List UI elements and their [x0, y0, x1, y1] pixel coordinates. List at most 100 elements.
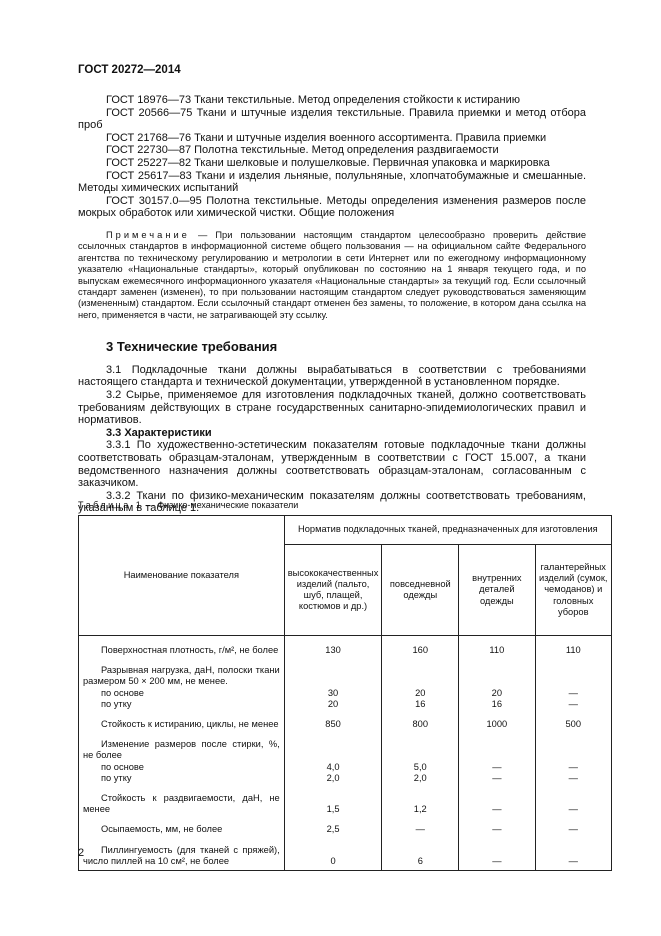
- column-headers: высококачественных изделий (пальто, шуб,…: [79, 544, 613, 636]
- cell-value: 2,0: [381, 772, 460, 785]
- cell-empty: [381, 656, 460, 688]
- cell-value: 110: [458, 635, 536, 657]
- cell-value: 800: [381, 710, 460, 731]
- table-row: Стойкость к истиранию, циклы, не менее 85…: [78, 710, 613, 731]
- cell-empty: [283, 656, 383, 688]
- cell-value: —: [458, 761, 536, 773]
- cell-value: —: [458, 784, 536, 816]
- header-title: ГОСТ 20272—2014: [78, 64, 181, 76]
- table-caption: Таблица 1 — Физико-механические показате…: [78, 500, 298, 510]
- reference: ГОСТ 25617—83 Ткани и изделия льняные, п…: [78, 169, 586, 195]
- table-row: Пиллингуемость (для тканей с пряжей), чи…: [78, 835, 613, 872]
- table-row: Стойкость к раздвигаемости, даН, не мене…: [78, 784, 613, 816]
- content: ГОСТ 18976—73 Ткани текстильные. Метод о…: [78, 94, 586, 515]
- table-subrow: по утку 2,0 2,0— —: [78, 772, 613, 785]
- cell-value: 1,2: [381, 784, 460, 816]
- cell-value: 1,5: [283, 784, 383, 816]
- table-label: Таблица 1: [78, 500, 144, 510]
- cell-empty: [458, 656, 536, 688]
- cell-value: —: [534, 835, 613, 872]
- cell-value: —: [458, 772, 536, 785]
- cell-value: —: [534, 687, 613, 699]
- cell-value: 5,0: [381, 761, 460, 773]
- cell-value: —: [458, 815, 536, 836]
- cell-value: 1000: [458, 710, 536, 731]
- references: ГОСТ 18976—73 Ткани текстильные. Метод о…: [78, 94, 586, 220]
- cell-value: —: [534, 772, 613, 785]
- cell-empty: [534, 656, 613, 688]
- reference: ГОСТ 30157.0—95 Полотна текстильные. Мет…: [78, 194, 586, 220]
- cell-value: 2,0: [283, 772, 383, 785]
- cell-value: 0: [283, 835, 383, 872]
- cell-value: 16: [458, 698, 536, 711]
- cell-value: 110: [534, 635, 613, 657]
- table-row: Изменение размеров после стирки, %, не б…: [78, 730, 613, 762]
- cell-value: —: [534, 784, 613, 816]
- paragraph: 3.1 Подкладочные ткани должны вырабатыва…: [78, 363, 586, 389]
- cell-name: Стойкость к раздвигаемости, даН, не мене…: [78, 784, 285, 816]
- cell-empty: [283, 730, 383, 762]
- table-subrow: по основе 30 20 20—: [78, 687, 613, 699]
- cell-value: 16: [381, 698, 460, 711]
- cell-name: Изменение размеров после стирки, %, не б…: [78, 730, 285, 762]
- cell-empty: [534, 730, 613, 762]
- cell-empty: [458, 730, 536, 762]
- cell-value: —: [534, 761, 613, 773]
- cell-name: Разрывная нагрузка, даН, полоски ткани р…: [78, 656, 285, 688]
- page-number: 2: [78, 847, 85, 859]
- cell-name: Стойкость к истиранию, циклы, не менее: [78, 710, 285, 731]
- cell-name: Пиллингуемость (для тканей с пряжей), чи…: [78, 835, 285, 872]
- reference: ГОСТ 20566—75 Ткани и штучные изделия те…: [78, 106, 586, 132]
- name-header: Наименование показателя: [78, 515, 285, 636]
- cell-value: 4,0: [283, 761, 383, 773]
- cell-value: 20: [381, 687, 460, 699]
- cell-value: 500: [534, 710, 613, 731]
- reference: ГОСТ 25227—82 Ткани шелковые и полушелко…: [106, 156, 550, 169]
- cell-name: по основе: [78, 761, 285, 773]
- cell-value: 130: [283, 635, 383, 657]
- note: Примечание — При пользовании настоящим с…: [78, 230, 586, 321]
- paragraph: 3.3.2 Ткани по физико-механическим показ…: [78, 489, 586, 515]
- subsection-title: 3.3 Характеристики: [106, 426, 212, 439]
- cell-value: 30: [283, 687, 383, 699]
- note-text: — При пользовании настоящим стандартом ц…: [78, 229, 586, 320]
- reference: ГОСТ 22730—87 Полотна текстильные. Метод…: [106, 144, 499, 157]
- column-header: галантерейных изделий (сумок, чемоданов)…: [534, 544, 613, 636]
- cell-value: 20: [283, 698, 383, 711]
- table-subrow: по утку 20 16 16—: [78, 698, 613, 711]
- cell-value: 2,5: [283, 815, 383, 836]
- cell-value: 850: [283, 710, 383, 731]
- table-title: — Физико-механические показатели: [145, 500, 299, 510]
- cell-value: —: [534, 815, 613, 836]
- cell-value: 160: [381, 635, 460, 657]
- paragraph: 3.2 Сырье, применяемое для изготовления …: [78, 388, 586, 427]
- cell-name: Поверхностная плотность, г/м², не более: [78, 635, 285, 657]
- table-body: Поверхностная плотность, г/м², не более 1…: [78, 635, 613, 872]
- reference: ГОСТ 18976—73 Ткани текстильные. Метод о…: [106, 94, 521, 106]
- table-row: Поверхностная плотность, г/м², не более 1…: [78, 635, 613, 657]
- table-head: Наименование показателя Норматив подклад…: [78, 515, 613, 636]
- group-header: Норматив подкладочных тканей, предназнач…: [283, 515, 613, 545]
- cell-value: —: [458, 835, 536, 872]
- cell-value: —: [381, 815, 460, 836]
- column-header: высококачественных изделий (пальто, шуб,…: [283, 544, 383, 636]
- section-title: 3 Технические требования: [106, 339, 278, 355]
- cell-value: 6: [381, 835, 460, 872]
- table-subrow: по основе 4,0 5,0— —: [78, 761, 613, 773]
- column-header: внутренних деталей одежды: [458, 544, 536, 636]
- note-label: Примечание: [106, 229, 190, 240]
- cell-name: по основе: [78, 687, 285, 699]
- table: Наименование показателя Норматив подклад…: [78, 515, 613, 872]
- reference: ГОСТ 21768—76 Ткани и штучные изделия во…: [106, 131, 547, 144]
- cell-value: 20: [458, 687, 536, 699]
- cell-name: по утку: [78, 772, 285, 785]
- cell-empty: [381, 730, 460, 762]
- cell-value: —: [534, 698, 613, 711]
- cell-name: Осыпаемость, мм, не более: [78, 815, 285, 836]
- cell-name: по утку: [78, 698, 285, 711]
- table-row: Осыпаемость, мм, не более 2,5— — —: [78, 815, 613, 836]
- column-header: повседневной одежды: [381, 544, 460, 636]
- table-row: Разрывная нагрузка, даН, полоски ткани р…: [78, 656, 613, 688]
